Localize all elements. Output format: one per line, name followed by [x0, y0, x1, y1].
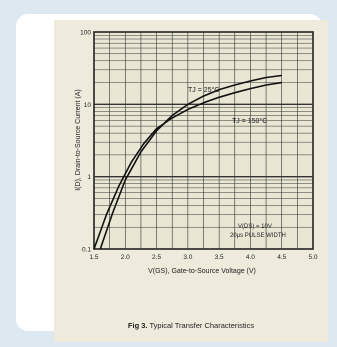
y-tick-label: 100 [80, 30, 91, 37]
caption-label: Fig 3. [127, 321, 148, 330]
tick-labels: 1.5 2.0 2.5 3.0 3.5 4.0 4.5 5.0 0.1 1 10 100 [80, 30, 318, 262]
x-tick-label: 4.0 [246, 254, 255, 261]
annotation-tj-25: TJ = 25°C [188, 86, 219, 94]
y-axis-label: I(D), Drain-to-Source Current (A) [75, 89, 82, 191]
y-tick-label: 10 [84, 102, 92, 109]
series-curves [93, 74, 282, 250]
figure-panel: 1.5 2.0 2.5 3.0 3.5 4.0 4.5 5.0 0.1 1 10 100 TJ = 2… [54, 20, 328, 342]
x-tick-label: 4.5 [277, 254, 286, 261]
x-tick-label: 5.0 [308, 254, 317, 261]
x-tick-label: 1.5 [89, 254, 98, 261]
annotation-tj-150: TJ = 150°C [232, 117, 267, 125]
content-card: 1.5 2.0 2.5 3.0 3.5 4.0 4.5 5.0 0.1 1 10 100 TJ = 2… [16, 14, 328, 342]
x-tick-label: 2.5 [152, 254, 161, 261]
y-tick-label: 1 [87, 174, 91, 181]
x-tick-label: 3.0 [183, 254, 192, 261]
series-line-tj-25c [99, 74, 282, 250]
x-tick-label: 2.0 [121, 254, 130, 261]
transfer-characteristics-chart: 1.5 2.0 2.5 3.0 3.5 4.0 4.5 5.0 0.1 1 10 100 TJ = 2… [75, 30, 318, 276]
caption-text: Typical Transfer Characteristics [149, 321, 255, 330]
y-tick-label: 0.1 [82, 247, 91, 254]
annotation-pulse-width: 20μs PULSE WIDTH [230, 233, 286, 239]
series-line-tj-150c [93, 81, 282, 250]
annotation-vds: V(DS) = 10V [238, 224, 272, 230]
x-tick-label: 3.5 [215, 254, 224, 261]
x-axis-label: V(GS), Gate-to-Source Voltage (V) [148, 268, 256, 275]
grid-lines [94, 32, 313, 249]
figure-caption: Fig 3. Typical Transfer Characteristics [54, 321, 328, 330]
